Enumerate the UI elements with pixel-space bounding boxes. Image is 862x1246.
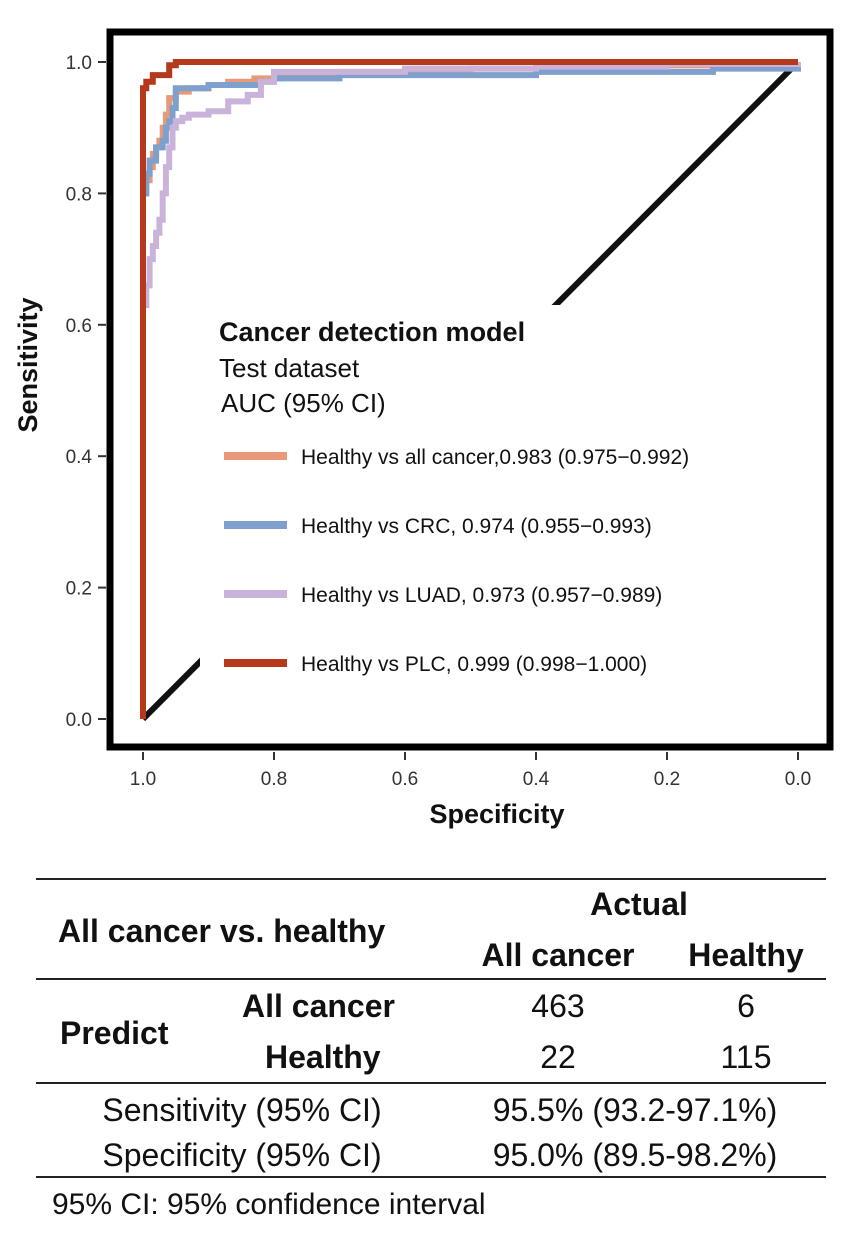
legend-label: Healthy vs LUAD, 0.973 (0.957−0.989) (301, 584, 662, 607)
cell-predicted-cancer-actual-cancer: 463 (531, 988, 585, 1024)
x-tick-label: 1.0 (130, 769, 156, 790)
roc-curve-2 (140, 62, 801, 719)
legend-label: Healthy vs PLC, 0.999 (0.998−1.000) (301, 653, 647, 676)
x-tick-label: 0.8 (261, 769, 287, 790)
cell-predicted-healthy-actual-cancer: 22 (540, 1039, 576, 1075)
y-axis-title: Sensitivity (13, 297, 43, 432)
table-rule-body (36, 1082, 826, 1084)
y-tick-label: 0.2 (66, 579, 92, 600)
confusion-matrix-table: All cancer vs. healthy Actual All cancer… (36, 878, 832, 1178)
col-header-healthy: Healthy (688, 937, 804, 973)
cell-predicted-healthy-actual-healthy: 115 (720, 1039, 772, 1075)
legend-background (200, 305, 800, 700)
row-header-all-cancer: All cancer (242, 988, 395, 1024)
y-tick-label: 1.0 (66, 53, 92, 74)
y-tick-label: 0.4 (66, 447, 93, 468)
x-tick-label: 0.6 (392, 769, 418, 790)
x-axis: 1.0 0.8 0.6 0.4 0.2 0.0 (130, 752, 811, 790)
plot-panel-border (106, 28, 834, 751)
legend-auc-heading: AUC (95% CI) (221, 388, 386, 418)
predict-label: Predict (60, 1015, 169, 1051)
table-corner-label: All cancer vs. healthy (58, 913, 386, 949)
x-tick-label: 0.0 (785, 769, 811, 790)
x-tick-label: 0.2 (654, 769, 680, 790)
y-tick-label: 0.8 (66, 184, 92, 205)
table-rule-header (36, 978, 826, 980)
actual-header: Actual (590, 886, 688, 922)
legend-subtitle: Test dataset (219, 353, 360, 383)
footnote: 95% CI: 95% confidence interval (52, 1188, 486, 1221)
specificity-value: 95.0% (89.5-98.2%) (492, 1137, 778, 1173)
x-tick-label: 0.4 (523, 769, 550, 790)
roc-curve-4 (140, 59, 798, 719)
legend-title: Cancer detection model (219, 317, 525, 347)
roc-curve-3 (140, 61, 801, 719)
y-axis: 0.0 0.2 0.4 0.6 0.8 1.0 (66, 53, 106, 731)
roc-chart: 0.0 0.2 0.4 0.6 0.8 1.0 1.0 0.8 0.6 0.4 0.2 0.0 Sp… (13, 28, 834, 829)
row-header-healthy: Healthy (265, 1039, 381, 1075)
sensitivity-value: 95.5% (93.2-97.1%) (492, 1092, 778, 1128)
legend: Cancer detection model Test dataset AUC … (200, 305, 800, 700)
col-header-all-cancer: All cancer (481, 937, 635, 973)
legend-label: Healthy vs all cancer,0.983 (0.975−0.992… (301, 446, 689, 469)
x-axis-title: Specificity (429, 799, 564, 829)
table-rule-top (36, 878, 826, 880)
cell-predicted-cancer-actual-healthy: 6 (737, 988, 755, 1024)
y-tick-label: 0.0 (66, 710, 92, 731)
legend-items: Healthy vs all cancer,0.983 (0.975−0.992… (224, 446, 689, 676)
legend-label: Healthy vs CRC, 0.974 (0.955−0.993) (301, 515, 652, 538)
specificity-label: Specificity (95% CI) (102, 1137, 382, 1173)
table-rule-bottom (36, 1176, 826, 1178)
sensitivity-label: Sensitivity (95% CI) (102, 1092, 382, 1128)
y-tick-label: 0.6 (66, 316, 92, 337)
